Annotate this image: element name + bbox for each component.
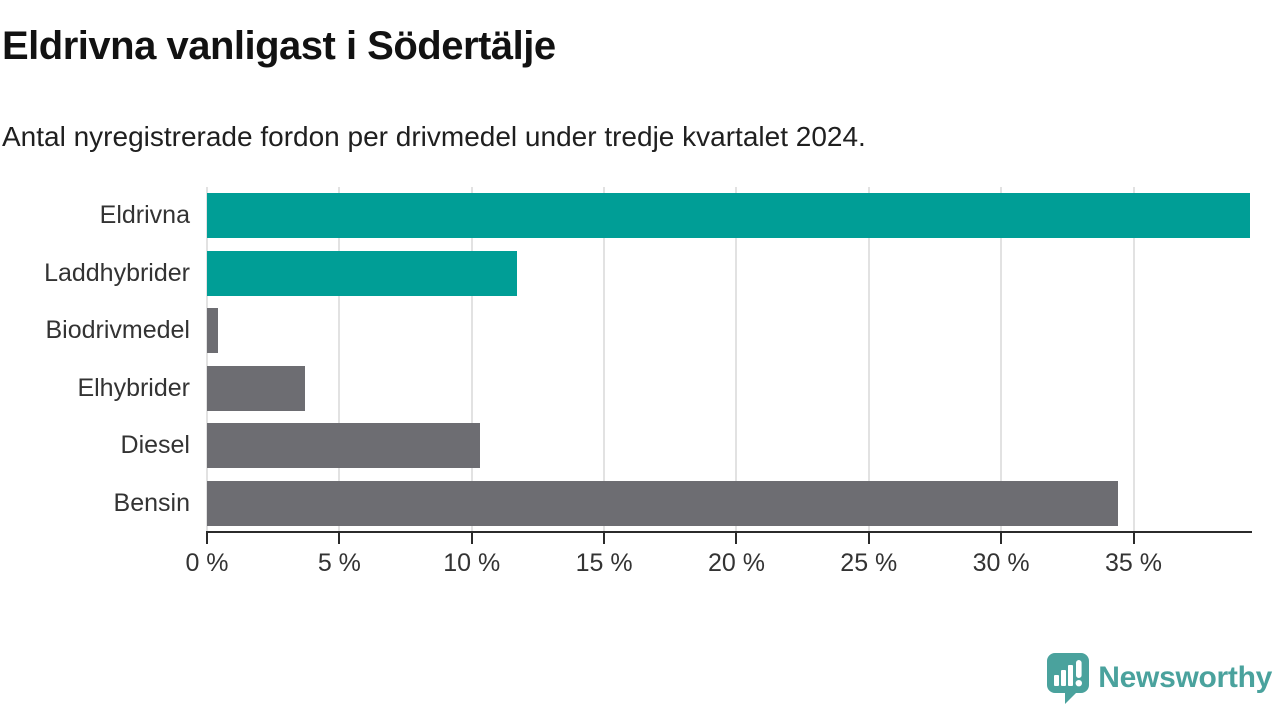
plot-area <box>206 187 1250 532</box>
axis-tick-label: 20 % <box>707 549 765 577</box>
category-label-laddhybrider: Laddhybrider <box>44 258 190 287</box>
category-label-bensin: Bensin <box>113 488 190 517</box>
bar-elhybrider <box>207 365 305 411</box>
bar-eldrivna <box>207 193 1250 239</box>
axis-tick-label: 30 % <box>972 549 1030 577</box>
bar-biodrivmedel <box>207 308 218 354</box>
category-label-elhybrider: Elhybrider <box>77 373 190 402</box>
axis-tick-mark <box>735 531 738 544</box>
bar-laddhybrider <box>207 250 517 296</box>
bar-bensin <box>207 480 1118 526</box>
gridline <box>1000 187 1003 532</box>
axis-tick-mark <box>206 531 208 544</box>
axis-tick-mark <box>470 531 473 544</box>
gridline <box>470 187 473 532</box>
gridline <box>206 187 208 532</box>
axis-tick-label: 5 % <box>317 549 361 577</box>
category-label-eldrivna: Eldrivna <box>99 201 190 230</box>
newsworthy-brand-name: Newsworthy <box>1098 661 1272 694</box>
newsworthy-logo: Newsworthy <box>1046 652 1272 704</box>
category-label-diesel: Diesel <box>120 431 190 460</box>
gridline <box>338 187 341 532</box>
chart-title: Eldrivna vanligast i Södertälje <box>2 24 556 68</box>
axis-tick-mark <box>1000 531 1003 544</box>
axis-tick-mark <box>1132 531 1135 544</box>
gridline <box>867 187 870 532</box>
axis-tick-label: 10 % <box>443 549 501 577</box>
gridline <box>1132 187 1135 532</box>
axis-tick-label: 25 % <box>840 549 898 577</box>
axis-tick-mark <box>867 531 870 544</box>
axis-tick-mark <box>338 531 341 544</box>
gridline <box>603 187 606 532</box>
axis-tick-label: 15 % <box>575 549 633 577</box>
x-axis-line <box>206 531 1252 533</box>
bar-diesel <box>207 423 480 469</box>
gridline <box>735 187 738 532</box>
y-axis-category-labels: Eldrivna Laddhybrider Biodrivmedel Elhybrid… <box>0 187 190 532</box>
axis-tick-label: 35 % <box>1105 549 1162 577</box>
category-label-biodrivmedel: Biodrivmedel <box>45 316 190 345</box>
axis-tick-mark <box>603 531 606 544</box>
bar-chart-speech-bubble-icon <box>1047 653 1090 704</box>
axis-tick-label: 0 % <box>185 549 229 577</box>
chart-subtitle: Antal nyregistrerade fordon per drivmede… <box>2 121 866 152</box>
